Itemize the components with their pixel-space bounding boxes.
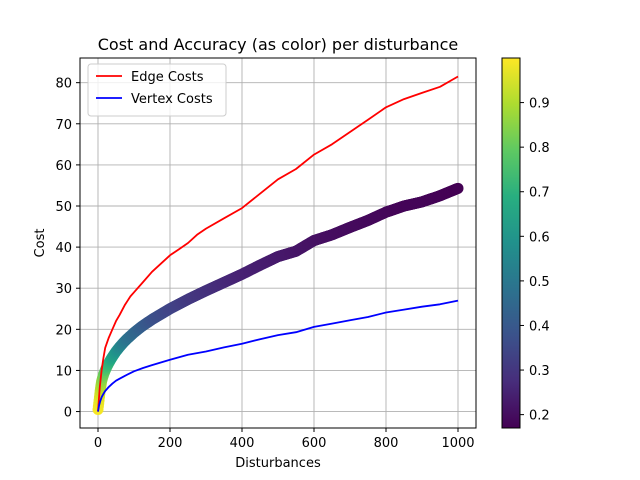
vertex-costs-line (97, 299, 459, 412)
x-axis-label: Disturbances (235, 456, 321, 471)
colorbar-tick-label: 0.3 (529, 364, 550, 379)
colorbar-gradient (502, 58, 520, 428)
colorbar-frame (501, 57, 521, 429)
colorbar-tick-label: 0.5 (529, 275, 550, 290)
x-tick-label: 600 (302, 436, 327, 451)
x-tick-label: 800 (374, 436, 399, 451)
edge-costs-line (97, 75, 459, 412)
y-tick-label: 10 (55, 364, 72, 379)
x-tick-label: 1000 (441, 436, 474, 451)
chart-title: Cost and Accuracy (as color) per disturb… (98, 35, 459, 54)
y-tick-label: 60 (55, 159, 72, 174)
legend: Edge Costs Vertex Costs (87, 63, 227, 117)
y-tick-label: 80 (55, 77, 72, 92)
plot-area (92, 75, 464, 415)
y-tick-label: 20 (55, 323, 72, 338)
x-tick-label: 0 (94, 436, 102, 451)
y-tick-label: 30 (55, 282, 72, 297)
legend-label-vertex-costs: Vertex Costs (131, 92, 213, 107)
colorbar-tick-label: 0.2 (529, 409, 550, 424)
colorbar-tick-label: 0.4 (529, 319, 550, 334)
legend-box (87, 63, 227, 117)
colorbar-tick-label: 0.7 (529, 186, 550, 201)
colorbar: 0.2 0.3 0.4 0.5 0.6 0.7 0.8 0.9 (501, 57, 550, 429)
x-tick-label: 200 (158, 436, 183, 451)
x-axis-ticks: 0 200 400 600 800 1000 (94, 428, 475, 451)
y-tick-label: 0 (64, 406, 72, 421)
accuracy-scatter-series (92, 182, 464, 415)
y-axis-ticks: 0 10 20 30 40 50 60 70 80 (55, 77, 80, 421)
cost-lines (97, 75, 459, 412)
legend-label-edge-costs: Edge Costs (131, 70, 204, 85)
colorbar-tick-label: 0.9 (529, 97, 550, 112)
plot-frame (79, 57, 477, 429)
y-tick-label: 40 (55, 241, 72, 256)
x-tick-label: 400 (230, 436, 255, 451)
y-axis-label: Cost (33, 229, 48, 258)
colorbar-tick-label: 0.8 (529, 141, 550, 156)
y-tick-label: 50 (55, 200, 72, 215)
accuracy-point (452, 182, 464, 194)
y-tick-label: 70 (55, 118, 72, 133)
colorbar-ticks: 0.2 0.3 0.4 0.5 0.6 0.7 0.8 0.9 (520, 97, 550, 424)
colorbar-tick-label: 0.6 (529, 230, 550, 245)
